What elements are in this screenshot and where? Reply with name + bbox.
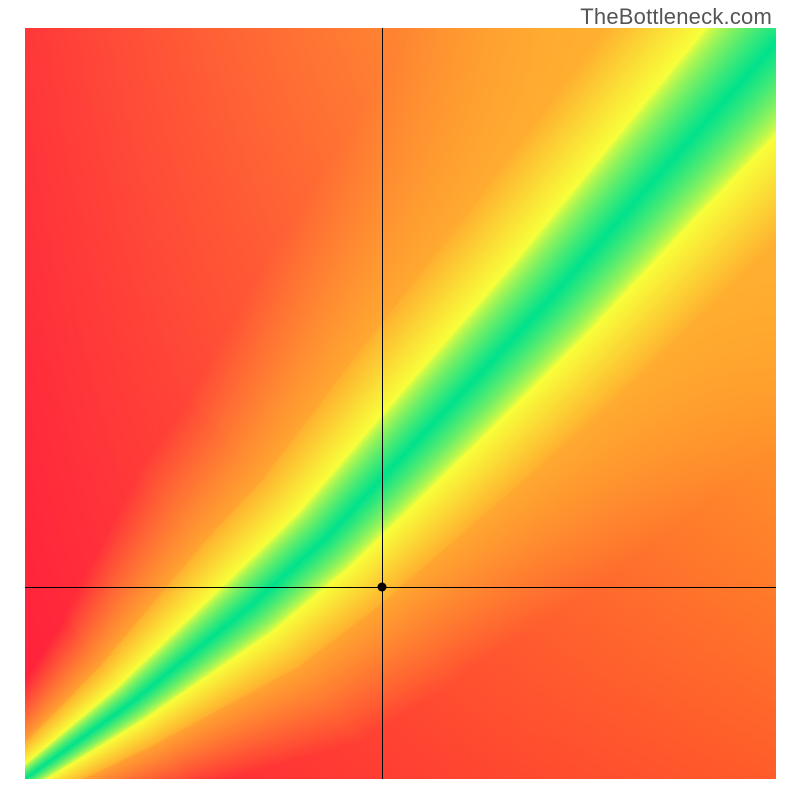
watermark-text: TheBottleneck.com [580,4,772,30]
chart-container: TheBottleneck.com [0,0,800,800]
crosshair-horizontal [25,587,776,588]
plot-frame [25,28,776,779]
crosshair-vertical [382,28,383,779]
heatmap-canvas [25,28,776,779]
crosshair-dot [378,583,387,592]
